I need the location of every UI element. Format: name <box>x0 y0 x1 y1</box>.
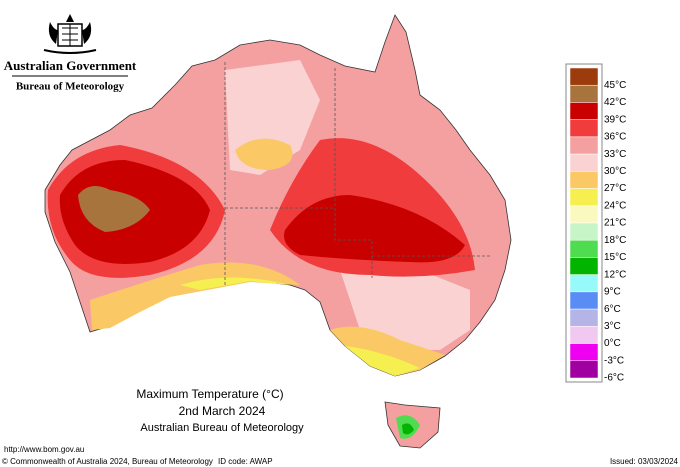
legend-label: 21°C <box>604 218 626 229</box>
zone-24 <box>180 277 290 290</box>
map <box>44 14 512 449</box>
legend-swatch <box>569 360 599 379</box>
legend-label: 9°C <box>604 287 621 298</box>
legend-label: 0°C <box>604 338 621 349</box>
legend-label: 30°C <box>604 166 626 177</box>
legend-label: 3°C <box>604 321 621 332</box>
copyright: © Commonwealth of Australia 2024, Bureau… <box>2 457 213 466</box>
zone-27 <box>235 138 293 170</box>
legend-swatch <box>569 119 599 138</box>
legend-swatch <box>569 222 599 241</box>
zone-24 <box>345 346 420 376</box>
legend-label: 18°C <box>604 235 626 246</box>
legend-label: 12°C <box>604 269 626 280</box>
zone-42 <box>78 186 150 232</box>
state-borders <box>224 62 490 285</box>
legend-swatch <box>569 291 599 310</box>
legend-swatch <box>569 102 599 120</box>
legend-label: 6°C <box>604 304 621 315</box>
subtitle: Australian Bureau of Meteorology <box>140 422 304 434</box>
legend-label: 27°C <box>604 183 626 194</box>
legend-label: 33°C <box>604 149 626 160</box>
legend-label: 39°C <box>604 114 626 125</box>
date: 2nd March 2024 <box>179 404 266 418</box>
legend-swatch <box>569 343 599 362</box>
issued: Issued: 03/03/2024 <box>610 457 679 466</box>
legend-label: 36°C <box>604 132 626 143</box>
legend-swatch <box>569 239 599 258</box>
legend-swatch <box>569 67 599 86</box>
legend-label: 15°C <box>604 252 626 263</box>
legend-swatch <box>569 136 599 155</box>
url: http://www.bom.gov.au <box>4 445 84 454</box>
zone-12 <box>402 423 414 435</box>
legend-label: 24°C <box>604 200 626 211</box>
bureau-name: Bureau of Meteorology <box>16 81 125 93</box>
legend-swatch <box>569 171 599 189</box>
zone-27 <box>330 326 445 376</box>
legend: 45°C 42°C 39°C 36°C 33°C 30°C 27°C 24°C 21°C 18°C… <box>565 63 626 384</box>
legend-label: 45°C <box>604 80 626 91</box>
legend-swatch <box>569 153 599 172</box>
legend-swatch <box>569 188 599 207</box>
legend-swatch <box>569 274 599 293</box>
legend-label: -6°C <box>604 373 624 384</box>
crest <box>43 14 97 54</box>
agency-name: Australian Government <box>4 58 137 73</box>
zone-39 <box>284 195 465 263</box>
id-code: ID code: AWAP <box>218 457 273 466</box>
legend-swatch <box>569 326 599 344</box>
title: Maximum Temperature (°C) <box>136 387 283 401</box>
legend-swatch <box>569 257 599 275</box>
legend-swatch <box>569 308 599 327</box>
legend-label: -3°C <box>604 355 624 366</box>
legend-swatch <box>569 205 599 224</box>
legend-swatch <box>569 84 599 103</box>
legend-label: 42°C <box>604 97 626 108</box>
